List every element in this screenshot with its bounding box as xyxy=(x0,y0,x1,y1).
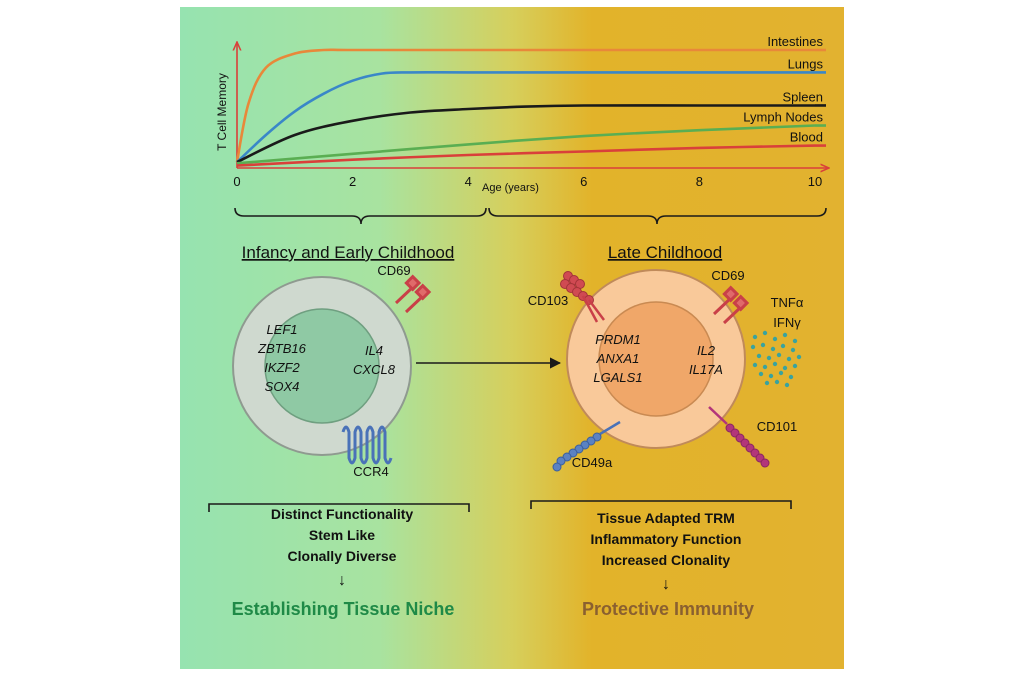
trait-stem-like: Stem Like xyxy=(309,527,375,543)
cytokine-ifng: IFNγ xyxy=(773,315,801,330)
cytokine-dot xyxy=(790,347,796,353)
gene-anxa1: ANXA1 xyxy=(596,351,640,366)
series-label-intestines: Intestines xyxy=(767,34,823,49)
gene-lgals1: LGALS1 xyxy=(593,370,642,385)
trait-distinct-functionality: Distinct Functionality xyxy=(271,506,414,522)
cytokine-dot xyxy=(764,380,770,386)
cd103-receptor xyxy=(560,271,605,323)
trait-inflammatory-function: Inflammatory Function xyxy=(591,531,742,547)
cytokine-dot xyxy=(768,373,774,379)
cytokine-dot xyxy=(792,363,798,369)
cytokine-dot xyxy=(784,382,790,388)
cytokine-dot xyxy=(782,332,788,338)
cd69-receptor-right xyxy=(712,285,750,325)
cd49a-receptor xyxy=(552,420,621,472)
left-panel: Infancy and Early Childhood CD69 CCR4 LE… xyxy=(208,243,470,619)
line-chart: 0 2 4 6 8 10 Intestines Lungs Spleen Lymph Nodes… xyxy=(215,34,829,194)
outcome-protective-immunity: Protective Immunity xyxy=(582,599,754,619)
right-brace xyxy=(488,207,827,225)
gene-cxcl8: CXCL8 xyxy=(353,362,396,377)
cd101-label: CD101 xyxy=(757,419,797,434)
cytokine-dot xyxy=(770,346,776,352)
series-line-intestines xyxy=(235,48,815,163)
cytokine-dot xyxy=(766,355,772,361)
cytokine-dot xyxy=(776,352,782,358)
cd69-receptor-left xyxy=(394,274,432,314)
trm-cell-nucleus xyxy=(598,301,714,417)
series-label-lungs: Lungs xyxy=(788,56,824,71)
trait-increased-clonality: Increased Clonality xyxy=(602,552,731,568)
cytokine-dot xyxy=(756,353,762,359)
gene-lef1: LEF1 xyxy=(266,322,297,337)
cytokine-dot xyxy=(758,371,764,377)
left-brace xyxy=(234,207,487,225)
cytokine-dot xyxy=(762,364,768,370)
cytokine-dot xyxy=(792,338,798,344)
cytokine-tnfa: TNFα xyxy=(771,295,804,310)
left-down-arrow: ↓ xyxy=(338,572,346,589)
series-line-blood xyxy=(236,144,816,167)
cytokine-dot xyxy=(772,336,778,342)
cd101-receptor xyxy=(708,406,770,468)
cytokine-dot xyxy=(760,342,766,348)
naive-cell-nucleus xyxy=(264,308,380,424)
cytokine-dot xyxy=(772,361,778,367)
cytokine-dot xyxy=(782,365,788,371)
cytokine-dots xyxy=(750,330,802,388)
cytokine-dot xyxy=(796,354,802,360)
gene-il17a: IL17A xyxy=(689,362,723,377)
right-panel: Late Childhood CD103 CD69 TNFα IFNγ PRDM… xyxy=(528,243,804,619)
y-axis-label: T Cell Memory xyxy=(215,73,229,151)
ccr4-label: CCR4 xyxy=(353,464,388,479)
cytokine-dot xyxy=(752,362,758,368)
ccr4-receptor xyxy=(341,425,393,465)
x-tick-label-10: 10 xyxy=(808,174,822,189)
cytokine-dot xyxy=(762,330,768,336)
outcome-establishing-niche: Establishing Tissue Niche xyxy=(232,599,455,619)
right-trait-bracket xyxy=(530,500,792,509)
gene-zbtb16: ZBTB16 xyxy=(257,341,306,356)
cd103-label: CD103 xyxy=(528,293,568,308)
cytokine-dot xyxy=(780,343,786,349)
left-trait-bracket xyxy=(208,503,470,512)
cytokine-dot xyxy=(778,370,784,376)
x-tick-label-0: 0 xyxy=(233,174,240,189)
series-label-blood: Blood xyxy=(790,130,823,145)
cd49a-label: CD49a xyxy=(572,455,613,470)
gene-il4: IL4 xyxy=(365,343,383,358)
x-axis-label: Age (years) xyxy=(482,182,539,194)
cytokine-dot xyxy=(788,374,794,380)
x-tick-label-6: 6 xyxy=(580,174,587,189)
cytokine-dot xyxy=(786,356,792,362)
series-label-spleen: Spleen xyxy=(783,89,823,104)
cytokine-dot xyxy=(750,344,756,350)
right-down-arrow: ↓ xyxy=(662,576,670,593)
series-line-spleen xyxy=(236,104,815,164)
x-tick-label-8: 8 xyxy=(696,174,703,189)
infancy-title: Infancy and Early Childhood xyxy=(242,243,455,262)
gene-ikzf2: IKZF2 xyxy=(264,360,300,375)
x-tick-label-4: 4 xyxy=(465,174,472,189)
late-childhood-title: Late Childhood xyxy=(608,243,722,262)
gene-sox4: SOX4 xyxy=(265,379,300,394)
gene-il2: IL2 xyxy=(697,343,716,358)
cd69-label-left: CD69 xyxy=(377,263,410,278)
trait-tissue-adapted-trm: Tissue Adapted TRM xyxy=(597,510,735,526)
series-line-lymph-nodes xyxy=(236,124,816,165)
series-label-lymph-nodes: Lymph Nodes xyxy=(743,110,823,125)
x-tick-label-2: 2 xyxy=(349,174,356,189)
cytokine-dot xyxy=(752,334,758,340)
trait-clonally-diverse: Clonally Diverse xyxy=(288,548,397,564)
series-line-lungs xyxy=(236,71,815,164)
gene-prdm1: PRDM1 xyxy=(595,332,641,347)
cytokine-dot xyxy=(774,379,780,385)
cd69-label-right: CD69 xyxy=(711,268,744,283)
